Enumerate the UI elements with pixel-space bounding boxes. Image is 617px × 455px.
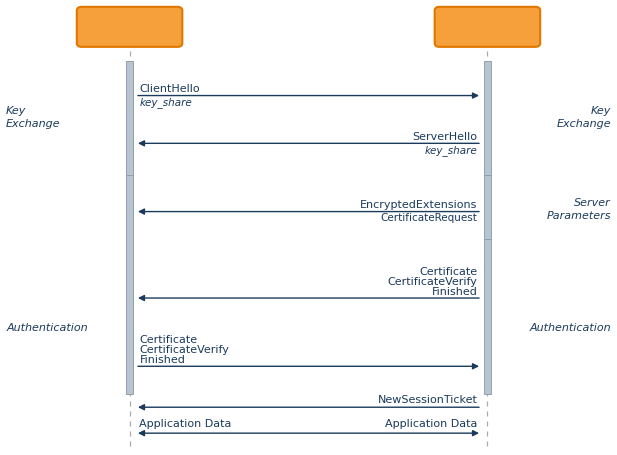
Text: Authentication: Authentication bbox=[6, 323, 88, 333]
Text: Finished: Finished bbox=[139, 355, 185, 365]
Text: CertificateVerify: CertificateVerify bbox=[139, 345, 230, 355]
Text: key_share: key_share bbox=[139, 97, 192, 108]
Bar bbox=[126, 61, 133, 175]
Text: Key: Key bbox=[6, 106, 27, 116]
FancyBboxPatch shape bbox=[77, 7, 183, 47]
Text: Parameters: Parameters bbox=[546, 211, 611, 221]
Bar bbox=[484, 61, 491, 175]
Text: Authentication: Authentication bbox=[529, 323, 611, 333]
Bar bbox=[484, 239, 491, 394]
Text: CertificateRequest: CertificateRequest bbox=[381, 213, 478, 223]
Text: CertificateVerify: CertificateVerify bbox=[387, 277, 478, 287]
Text: NewSessionTicket: NewSessionTicket bbox=[378, 395, 478, 405]
Text: EncryptedExtensions: EncryptedExtensions bbox=[360, 200, 478, 210]
Text: ServerHello: ServerHello bbox=[413, 131, 478, 142]
Text: Certificate: Certificate bbox=[139, 335, 197, 345]
FancyBboxPatch shape bbox=[434, 7, 540, 47]
Bar bbox=[126, 175, 133, 394]
Text: Certificate: Certificate bbox=[420, 267, 478, 277]
Text: Exchange: Exchange bbox=[556, 119, 611, 129]
Bar bbox=[484, 175, 491, 239]
Text: Exchange: Exchange bbox=[6, 119, 61, 129]
Text: Application Data: Application Data bbox=[385, 419, 478, 429]
Text: Server: Server bbox=[574, 198, 611, 208]
Text: ClientHello: ClientHello bbox=[139, 84, 200, 94]
Text: key_share: key_share bbox=[425, 145, 478, 156]
Text: Application Data: Application Data bbox=[139, 419, 232, 429]
Text: Key: Key bbox=[590, 106, 611, 116]
Text: Finished: Finished bbox=[432, 287, 478, 297]
Text: Client: Client bbox=[107, 20, 152, 34]
Text: Server: Server bbox=[462, 20, 513, 34]
